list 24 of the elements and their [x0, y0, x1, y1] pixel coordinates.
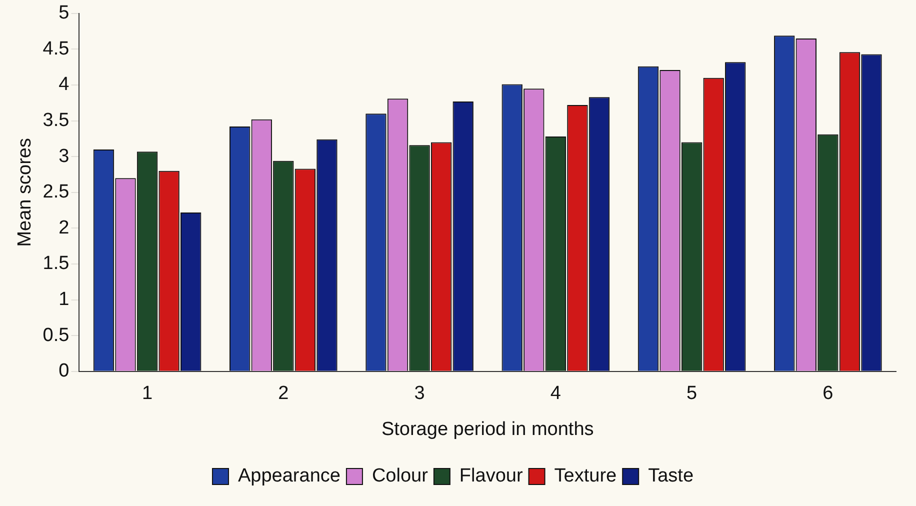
- x-tick-label: 4: [550, 383, 562, 404]
- y-tick-label: 4.5: [42, 38, 70, 60]
- legend-label: Flavour: [459, 466, 524, 487]
- x-tick-label: 6: [822, 383, 834, 404]
- y-tick-label: 5: [58, 2, 70, 24]
- legend-label: Colour: [372, 466, 429, 487]
- x-tick-label: 2: [278, 383, 289, 404]
- y-tick-label: 1.5: [42, 253, 70, 274]
- x-tick-label: 3: [414, 383, 425, 404]
- legend-label: Taste: [648, 466, 694, 487]
- y-tick-label: 3.5: [42, 110, 70, 132]
- y-tick-label: 2.5: [42, 182, 70, 203]
- x-tick-label: 1: [142, 383, 153, 404]
- legend-label: Appearance: [238, 466, 340, 487]
- y-tick-label: 4: [58, 74, 70, 96]
- y-axis-title: Mean scores: [14, 138, 36, 247]
- y-tick-label: 0.5: [42, 324, 70, 346]
- y-tick-label: 2: [58, 217, 70, 238]
- y-tick-label: 1: [58, 289, 70, 310]
- legend-label: Texture: [554, 466, 617, 487]
- y-tick-label: 0: [58, 360, 70, 382]
- y-tick-label: 3: [58, 146, 70, 167]
- x-tick-label: 5: [686, 383, 698, 404]
- x-axis-title: Storage period in months: [381, 418, 594, 440]
